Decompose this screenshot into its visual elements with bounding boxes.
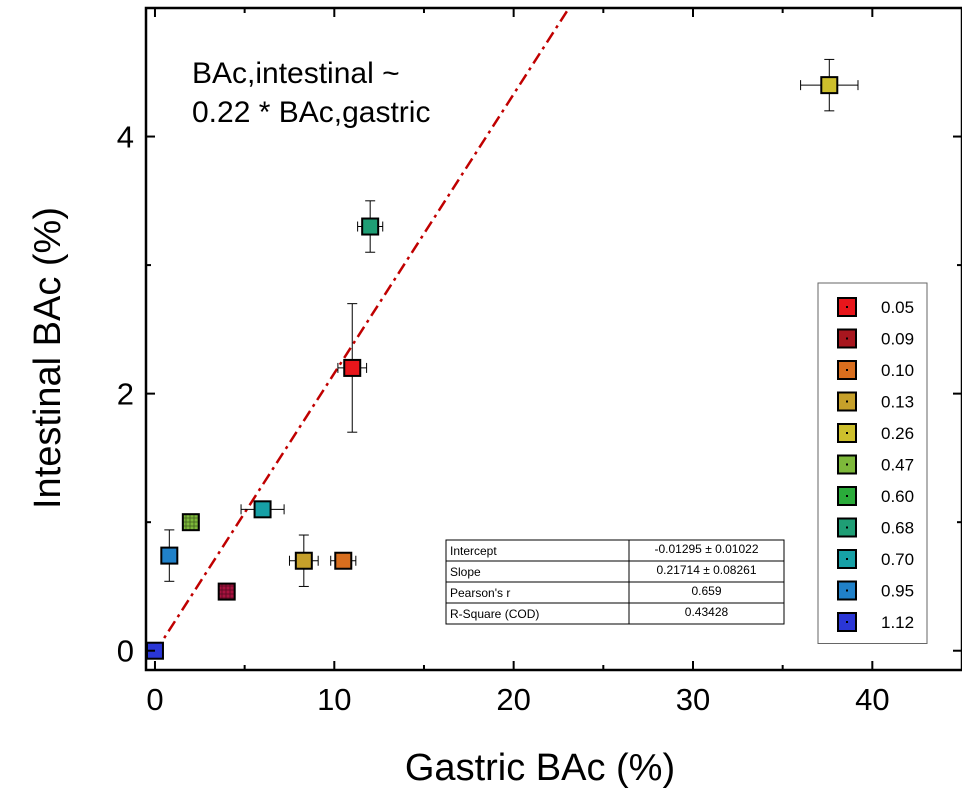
legend-entry: 0.47 — [837, 454, 914, 475]
legend-box — [817, 282, 928, 644]
data-point — [337, 303, 368, 433]
legend-swatch-dot — [846, 463, 848, 466]
square-marker — [343, 358, 362, 377]
data-point — [800, 58, 859, 112]
legend-swatch-dot — [846, 526, 848, 529]
legend-swatch-dot — [846, 400, 848, 403]
legend-entry: 0.09 — [837, 328, 914, 349]
legend-entry: 0.95 — [837, 580, 914, 601]
x-tick-label: 20 — [496, 682, 530, 717]
legend-label: 0.47 — [881, 456, 914, 475]
legend-entry: 0.70 — [837, 549, 914, 569]
legend-swatch-dot — [846, 306, 848, 308]
legend-entry: 0.10 — [837, 360, 914, 380]
square-marker — [820, 76, 839, 95]
legend-swatch-dot — [846, 369, 848, 371]
data-point — [217, 582, 236, 601]
stats-row-label: Slope — [450, 565, 481, 579]
square-marker — [294, 551, 313, 570]
legend-label: 0.10 — [881, 361, 914, 380]
legend: 0.05 0.09 0.10 0.13 0.26 0.47 0.60 0.68 0.70 0.95… — [817, 282, 928, 644]
marker-hatch — [218, 583, 235, 600]
legend-swatch-dot — [846, 589, 848, 592]
marker-hatch — [182, 514, 199, 531]
stats-row-label: Pearson's r — [450, 586, 510, 600]
square-marker — [253, 500, 272, 519]
data-point — [181, 513, 200, 532]
x-tick-label: 40 — [855, 682, 889, 717]
legend-swatch-dot — [846, 621, 848, 623]
legend-swatch-dot — [846, 558, 848, 560]
x-tick-label: 10 — [317, 682, 351, 717]
legend-entry: 0.05 — [837, 297, 914, 317]
stats-row-value: -0.01295 ± 0.01022 — [654, 542, 758, 556]
legend-entry: 0.60 — [837, 486, 914, 506]
y-tick-label: 0 — [117, 634, 134, 669]
axis-ticks-layer: 0 10 20 30 40 0 2 4 — [117, 8, 962, 717]
square-marker — [334, 551, 353, 570]
annotation-line-2: 0.22 * BAc,gastric — [192, 96, 430, 129]
legend-label: 0.70 — [881, 550, 914, 569]
stats-row-label: Intercept — [450, 544, 497, 558]
legend-entry: 0.13 — [837, 391, 914, 412]
stats-table: Intercept -0.01295 ± 0.01022 Slope 0.21714 … — [445, 539, 785, 625]
data-point — [288, 534, 319, 587]
legend-swatch-dot — [846, 495, 848, 497]
legend-label: 0.09 — [881, 330, 914, 349]
data-point — [240, 500, 285, 519]
legend-label: 0.13 — [881, 393, 914, 412]
stats-row-value: 0.659 — [691, 584, 721, 598]
data-point — [330, 551, 357, 570]
legend-entry: 0.26 — [837, 423, 914, 443]
stats-row-value: 0.43428 — [685, 605, 729, 619]
y-axis-title: Intestinal BAc (%) — [27, 207, 69, 509]
data-point — [357, 200, 384, 253]
legend-label: 1.12 — [881, 613, 914, 632]
legend-swatch-dot — [846, 337, 848, 340]
annotation-line-1: BAc,intestinal ~ — [192, 57, 400, 90]
y-tick-label: 4 — [117, 120, 134, 155]
y-tick-label: 2 — [117, 377, 134, 412]
legend-label: 0.26 — [881, 424, 914, 443]
plot-frame — [144, 6, 962, 672]
x-tick-label: 30 — [676, 682, 710, 717]
legend-label: 0.60 — [881, 487, 914, 506]
square-marker — [361, 217, 380, 236]
x-axis-title: Gastric BAc (%) — [405, 747, 675, 789]
stats-row-value: 0.21714 ± 0.08261 — [656, 563, 756, 577]
legend-swatch-dot — [846, 432, 848, 434]
legend-label: 0.68 — [881, 519, 914, 538]
legend-label: 0.95 — [881, 582, 914, 601]
legend-entry: 0.68 — [837, 517, 914, 538]
data-point — [160, 529, 179, 582]
legend-label: 0.05 — [881, 298, 914, 317]
square-marker — [160, 546, 179, 565]
data-points-layer — [145, 58, 859, 660]
stats-row-label: R-Square (COD) — [450, 607, 539, 621]
legend-entry: 1.12 — [837, 612, 914, 632]
x-tick-label: 0 — [146, 682, 163, 717]
